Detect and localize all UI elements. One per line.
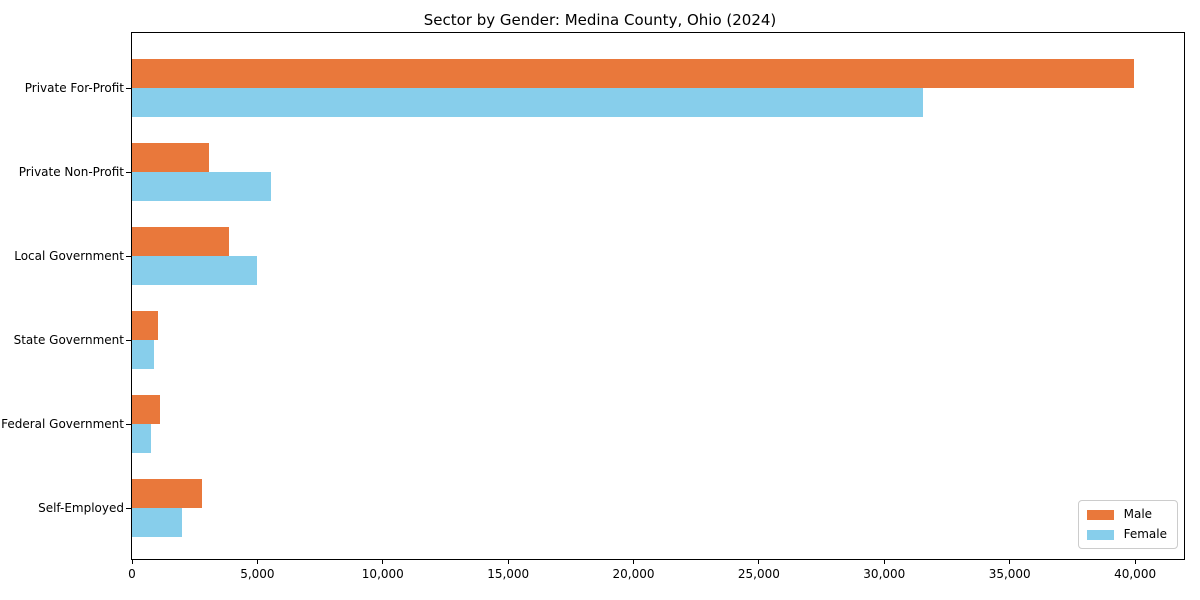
x-tick-mark [1134,559,1136,564]
x-tick-label: 35,000 [988,567,1031,581]
plot-area: Male Female Private For-Profit Private No… [1,32,1185,581]
x-tick-label: 20,000 [612,567,655,581]
x-tick-mark [758,559,760,564]
legend: Male Female [1077,500,1178,549]
legend-item-male: Male [1086,507,1167,521]
bar-female-private-for-profit [132,88,924,117]
y-tick-mark [126,424,132,425]
category-label-private-for-profit: Private For-Profit [24,81,124,95]
legend-label-male: Male [1123,507,1153,521]
legend-item-female: Female [1086,527,1167,541]
y-tick-mark [126,88,132,89]
x-tick-label: 30,000 [863,567,906,581]
bar-female-self-employed [132,508,183,537]
x-tick-mark [1009,559,1011,564]
y-tick-mark [126,256,132,257]
category-label-state-government: State Government [13,333,124,347]
x-tick-mark [633,559,634,564]
x-tick-mark [507,559,509,564]
y-tick-mark [126,340,132,341]
bar-male-state-government [132,311,159,340]
bar-female-local-government [132,256,258,285]
category-label-federal-government: Federal Government [1,417,124,431]
x-tick-mark [883,559,885,564]
legend-swatch-male-icon [1086,509,1114,520]
x-tick-mark [256,559,258,564]
x-tick-label: 0 [128,567,136,581]
category-label-self-employed: Self-Employed [38,501,124,515]
bar-male-local-government [132,227,229,256]
x-tick-mark [382,559,384,564]
bar-male-self-employed [132,479,203,508]
y-tick-mark [126,172,132,173]
x-tick-label: 15,000 [487,567,530,581]
x-tick-label: 10,000 [361,567,404,581]
x-tick-label: 5,000 [240,567,275,581]
bar-female-private-non-profit [132,172,272,201]
bar-female-state-government [132,340,154,369]
bar-male-private-for-profit [132,59,1134,88]
legend-label-female: Female [1123,527,1167,541]
x-tick-label: 40,000 [1114,567,1157,581]
bar-female-federal-government [132,424,151,453]
bar-male-federal-government [132,395,160,424]
bar-male-private-non-profit [132,143,209,172]
x-tick-mark [132,559,133,564]
legend-swatch-female-icon [1086,529,1114,540]
y-tick-mark [126,508,132,509]
category-label-private-non-profit: Private Non-Profit [18,165,124,179]
category-label-local-government: Local Government [14,249,124,263]
chart-title: Sector by Gender: Medina County, Ohio (2… [423,11,777,29]
x-tick-label: 25,000 [737,567,780,581]
